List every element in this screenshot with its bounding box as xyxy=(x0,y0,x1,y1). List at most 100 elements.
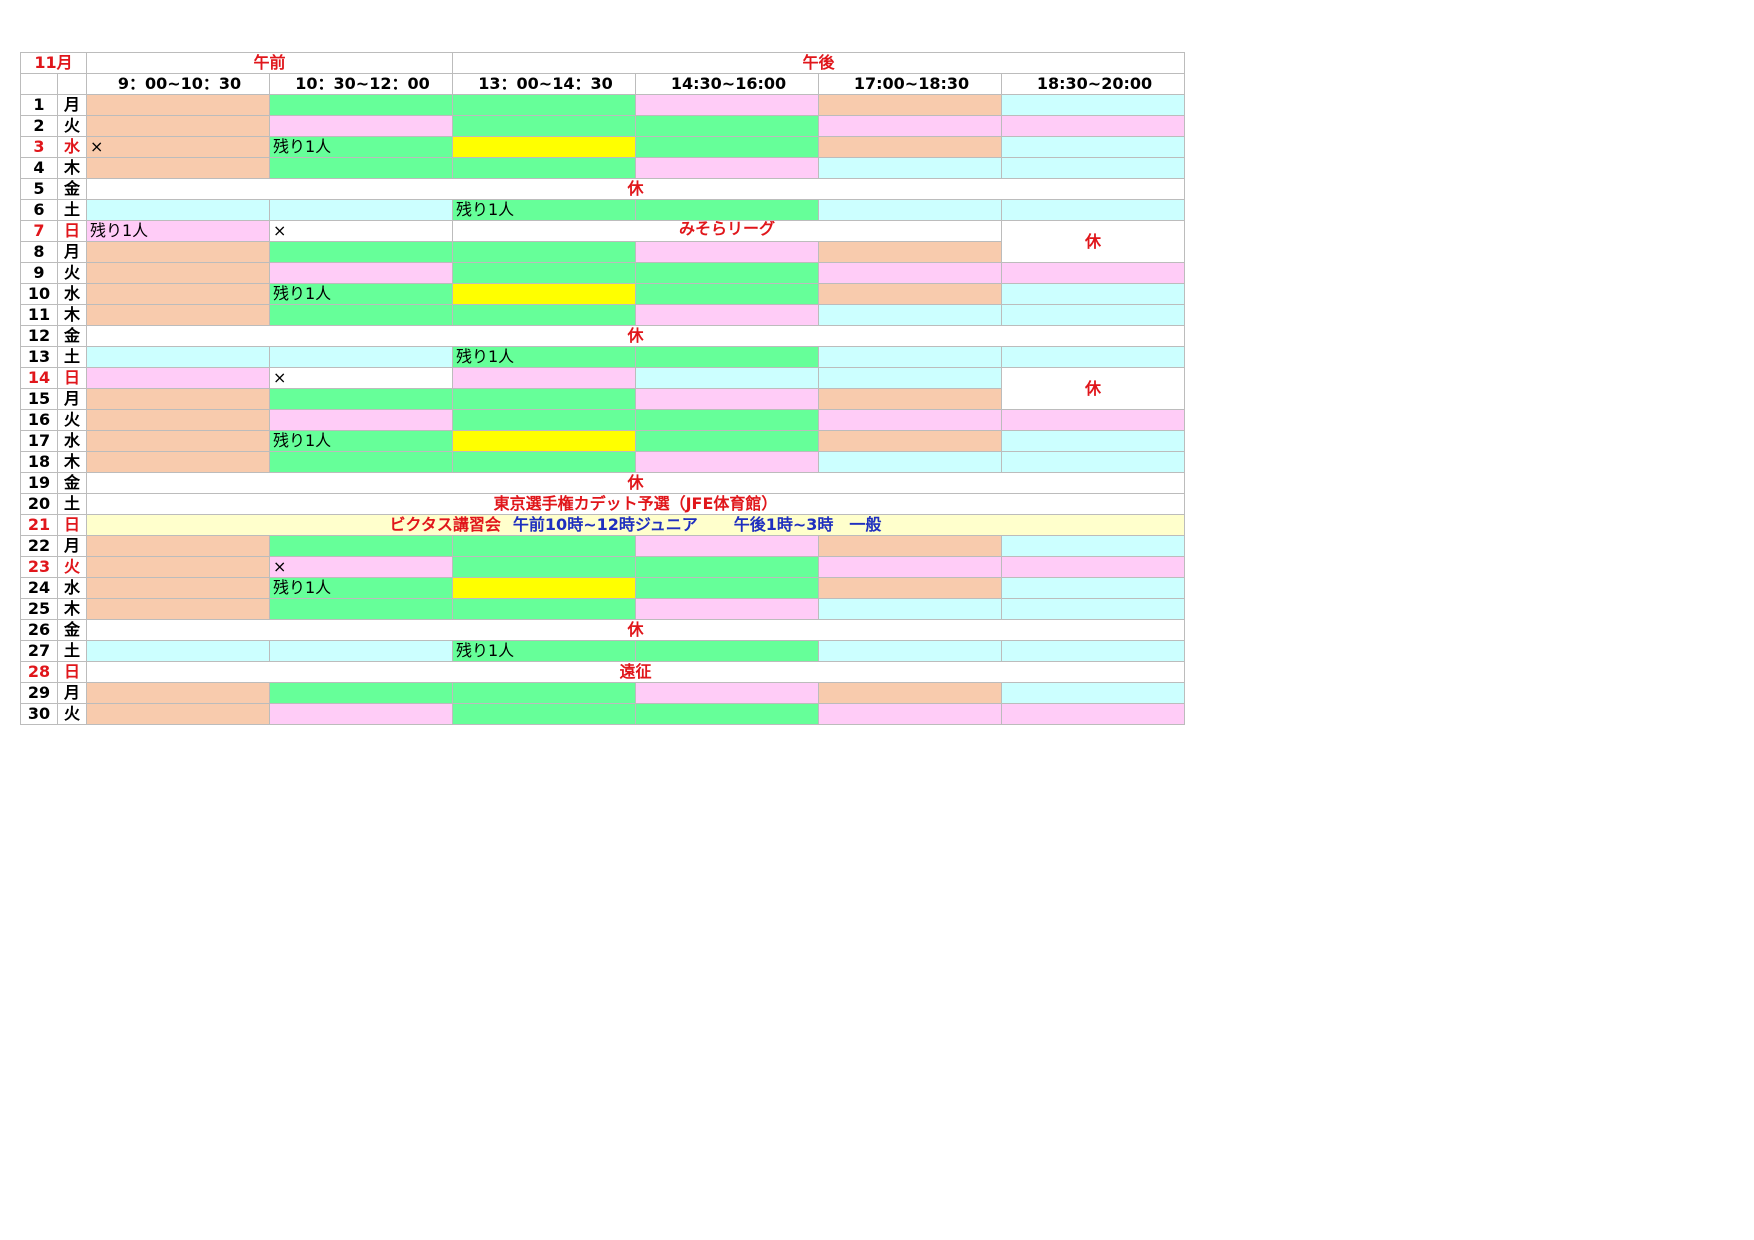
slot-cell[interactable] xyxy=(635,535,819,557)
slot-cell[interactable] xyxy=(452,367,636,389)
slot-cell[interactable] xyxy=(86,262,270,284)
slot-cell[interactable]: 残り1人 xyxy=(269,136,453,158)
slot-cell[interactable] xyxy=(269,241,453,263)
slot-cell[interactable] xyxy=(635,640,819,662)
slot-cell[interactable] xyxy=(269,115,453,137)
slot-cell[interactable] xyxy=(86,703,270,725)
slot-cell[interactable] xyxy=(1001,535,1185,557)
slot-cell[interactable] xyxy=(818,199,1002,221)
slot-cell[interactable] xyxy=(1001,199,1185,221)
slot-cell[interactable] xyxy=(635,430,819,452)
slot-cell[interactable] xyxy=(86,367,270,389)
slot-cell[interactable] xyxy=(635,304,819,326)
slot-cell[interactable] xyxy=(1001,346,1185,368)
slot-cell[interactable] xyxy=(635,136,819,158)
slot-cell[interactable]: 残り1人 xyxy=(452,199,636,221)
slot-cell[interactable] xyxy=(1001,451,1185,473)
slot-cell[interactable] xyxy=(1001,640,1185,662)
slot-cell[interactable] xyxy=(269,703,453,725)
slot-cell[interactable] xyxy=(1001,94,1185,116)
slot-cell[interactable] xyxy=(635,241,819,263)
slot-cell[interactable] xyxy=(452,304,636,326)
slot-cell[interactable] xyxy=(635,115,819,137)
slot-cell[interactable]: 残り1人 xyxy=(269,577,453,599)
slot-cell[interactable] xyxy=(269,94,453,116)
slot-cell[interactable] xyxy=(1001,682,1185,704)
slot-cell[interactable] xyxy=(1001,577,1185,599)
slot-cell[interactable] xyxy=(452,388,636,410)
slot-cell[interactable] xyxy=(86,577,270,599)
slot-cell[interactable] xyxy=(452,556,636,578)
slot-cell[interactable] xyxy=(86,157,270,179)
slot-cell[interactable] xyxy=(635,283,819,305)
slot-cell[interactable]: 残り1人 xyxy=(269,283,453,305)
slot-cell[interactable] xyxy=(635,577,819,599)
slot-cell[interactable] xyxy=(269,262,453,284)
slot-cell[interactable] xyxy=(1001,262,1185,284)
slot-cell[interactable] xyxy=(818,115,1002,137)
slot-cell[interactable] xyxy=(269,451,453,473)
slot-cell[interactable] xyxy=(86,115,270,137)
slot-cell[interactable] xyxy=(452,598,636,620)
slot-cell[interactable] xyxy=(818,556,1002,578)
slot-cell[interactable] xyxy=(269,157,453,179)
slot-cell[interactable] xyxy=(1001,430,1185,452)
slot-cell[interactable] xyxy=(818,346,1002,368)
slot-cell[interactable]: × xyxy=(269,220,453,242)
slot-cell[interactable]: 残り1人 xyxy=(452,640,636,662)
slot-cell[interactable] xyxy=(452,241,636,263)
slot-cell[interactable] xyxy=(635,451,819,473)
slot-cell[interactable] xyxy=(818,262,1002,284)
slot-cell[interactable] xyxy=(86,640,270,662)
slot-cell[interactable] xyxy=(86,388,270,410)
slot-cell[interactable] xyxy=(86,241,270,263)
slot-cell[interactable] xyxy=(86,430,270,452)
slot-cell[interactable] xyxy=(635,94,819,116)
slot-cell[interactable] xyxy=(818,640,1002,662)
slot-cell[interactable] xyxy=(86,556,270,578)
slot-cell[interactable] xyxy=(818,283,1002,305)
slot-cell[interactable] xyxy=(635,388,819,410)
slot-cell[interactable] xyxy=(452,157,636,179)
slot-cell[interactable] xyxy=(818,367,1002,389)
slot-cell[interactable] xyxy=(86,199,270,221)
slot-cell[interactable] xyxy=(86,682,270,704)
slot-cell[interactable] xyxy=(269,346,453,368)
slot-cell[interactable] xyxy=(452,115,636,137)
slot-cell[interactable] xyxy=(818,535,1002,557)
slot-cell[interactable] xyxy=(635,199,819,221)
slot-cell[interactable] xyxy=(452,136,636,158)
slot-cell[interactable] xyxy=(1001,703,1185,725)
slot-cell[interactable] xyxy=(635,262,819,284)
slot-cell[interactable] xyxy=(452,703,636,725)
slot-cell[interactable] xyxy=(86,451,270,473)
slot-cell[interactable] xyxy=(1001,115,1185,137)
slot-cell[interactable] xyxy=(818,157,1002,179)
slot-cell[interactable] xyxy=(635,157,819,179)
slot-cell[interactable] xyxy=(818,304,1002,326)
slot-cell[interactable] xyxy=(86,283,270,305)
slot-cell[interactable] xyxy=(1001,157,1185,179)
slot-cell[interactable] xyxy=(818,241,1002,263)
slot-cell[interactable]: 残り1人 xyxy=(269,430,453,452)
slot-cell[interactable] xyxy=(1001,283,1185,305)
slot-cell[interactable] xyxy=(269,682,453,704)
slot-cell[interactable]: 残り1人 xyxy=(452,346,636,368)
slot-cell[interactable] xyxy=(818,682,1002,704)
slot-cell[interactable] xyxy=(818,94,1002,116)
slot-cell[interactable] xyxy=(818,577,1002,599)
slot-cell[interactable] xyxy=(635,598,819,620)
slot-cell[interactable] xyxy=(1001,304,1185,326)
slot-cell[interactable] xyxy=(635,346,819,368)
slot-cell[interactable] xyxy=(818,451,1002,473)
slot-cell[interactable] xyxy=(635,556,819,578)
slot-cell[interactable] xyxy=(269,304,453,326)
slot-cell[interactable] xyxy=(635,367,819,389)
slot-cell[interactable] xyxy=(635,682,819,704)
slot-cell[interactable] xyxy=(269,388,453,410)
slot-cell[interactable] xyxy=(86,598,270,620)
slot-cell[interactable] xyxy=(818,703,1002,725)
slot-cell[interactable] xyxy=(818,409,1002,431)
slot-cell[interactable] xyxy=(452,682,636,704)
slot-cell[interactable] xyxy=(269,640,453,662)
